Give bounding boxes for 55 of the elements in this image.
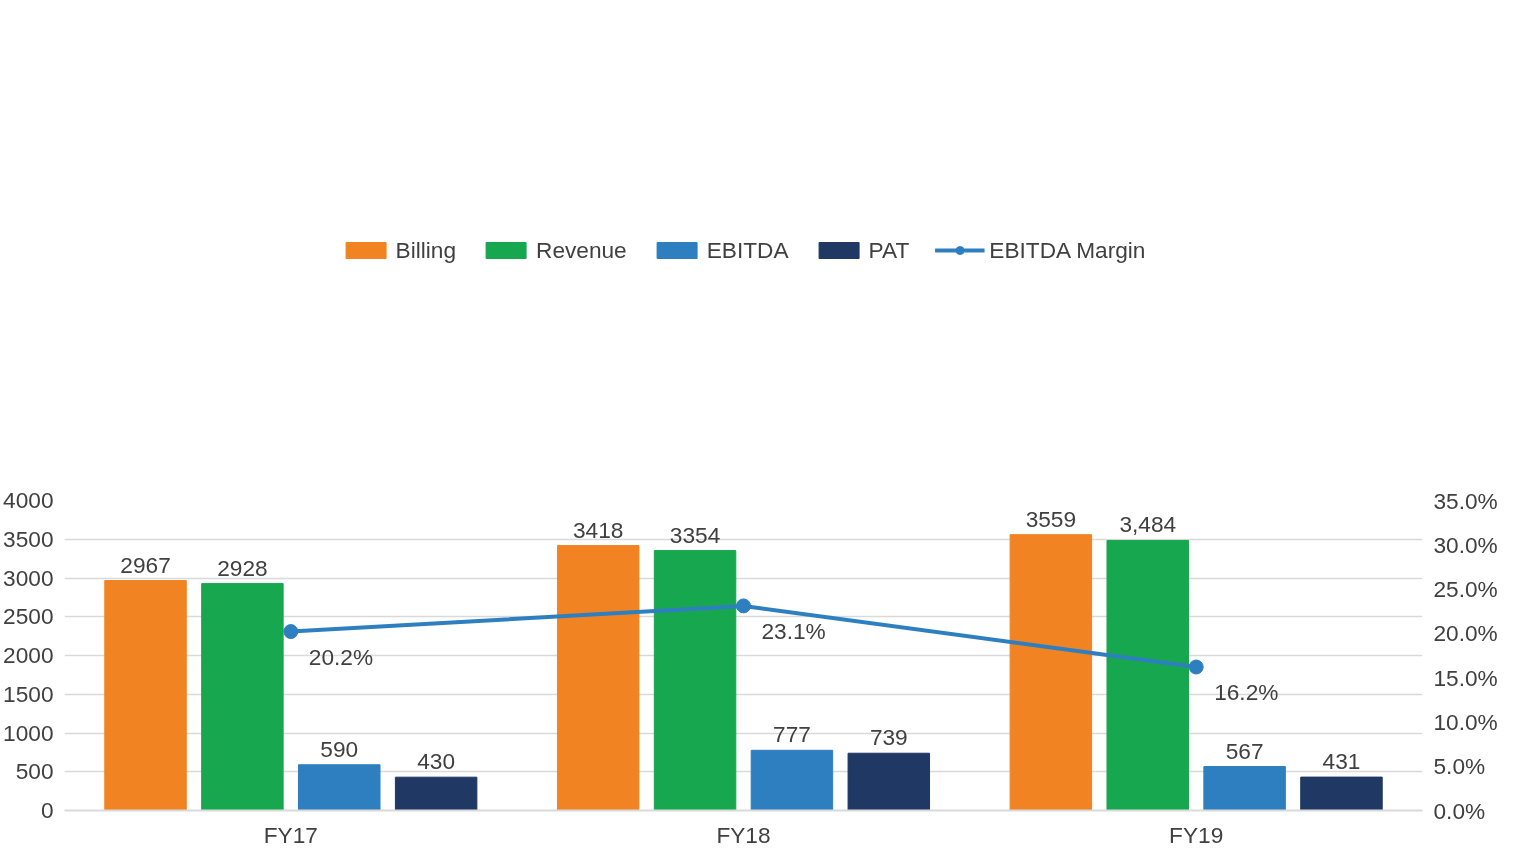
y2-tick-label: 25.0% [1433,576,1498,603]
bar [1300,776,1383,811]
legend-label: EBITDA Margin [989,236,1146,264]
bar [1106,539,1189,811]
data-label: 567 [1225,737,1264,764]
bar [394,776,478,811]
y-tick-label: 2500 [3,603,54,630]
data-label: 3354 [669,521,721,548]
bar [201,583,284,811]
y-tick-label: 4000 [3,487,54,513]
bar [1009,534,1093,811]
legend-label: PAT [868,236,910,264]
y-tick-label: 0 [40,797,54,823]
legend-label: Billing [395,236,457,264]
data-label: 16.2% [1214,679,1279,706]
data-label: 739 [869,724,908,751]
y2-tick-label: 5.0% [1433,753,1486,780]
bar [750,749,834,811]
data-label: 590 [320,735,359,762]
data-label: 20.2% [308,643,374,670]
bar [556,545,640,811]
y-tick-label: 500 [15,758,54,785]
point [283,624,299,640]
data-label: 431 [1322,748,1361,775]
legend-label: EBITDA [706,236,789,264]
bar [1203,766,1286,811]
bar [847,752,931,811]
y-tick-label: 1000 [3,719,54,746]
point [736,598,751,614]
data-label: 430 [417,748,456,775]
bar [653,550,737,811]
data-label: 3418 [572,516,624,543]
y-tick-label: 3000 [3,564,54,591]
x-tick-label: FY18 [716,821,771,848]
x-tick-label: FY19 [1169,821,1224,848]
data-label: 3,484 [1119,511,1177,538]
bar [298,764,381,811]
point [1188,659,1204,675]
data-label: 3559 [1025,505,1077,532]
y-tick-label: 1500 [3,680,54,707]
data-label: 2967 [120,551,171,578]
y2-tick-label: 30.0% [1433,531,1498,558]
x-tick-label: FY17 [263,821,318,848]
y2-tick-label: 10.0% [1433,708,1498,735]
y-tick-label: 2000 [3,642,54,668]
data-label: 23.1% [761,617,826,644]
data-label: 2928 [217,554,268,581]
y2-tick-label: 20.0% [1433,620,1498,647]
y-tick-label: 3500 [3,525,54,552]
y2-tick-label: 35.0% [1433,487,1498,514]
y2-tick-label: 15.0% [1433,664,1498,691]
y2-tick-label: 0.0% [1433,797,1486,824]
data-label: 777 [773,721,811,748]
legend-label: Revenue [536,236,627,264]
bar [104,580,187,811]
